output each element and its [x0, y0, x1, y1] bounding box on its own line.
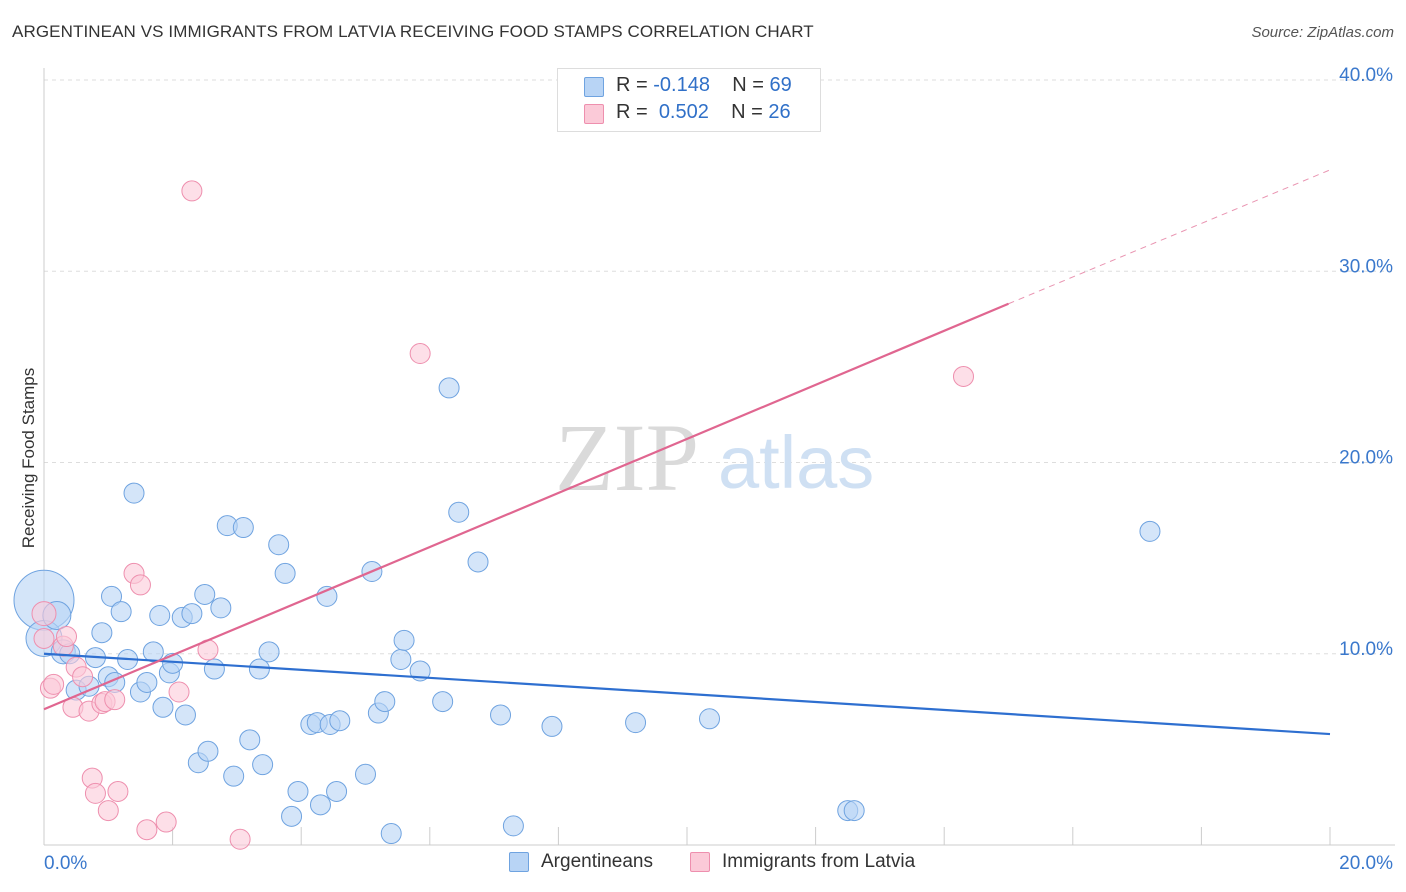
- point-argentineans: [541, 715, 563, 737]
- trend-lines: [43, 169, 1331, 736]
- point-latvia: [181, 180, 203, 202]
- point-argentineans: [1139, 520, 1161, 542]
- point-latvia: [31, 601, 57, 627]
- point-argentineans: [232, 517, 254, 539]
- point-argentineans: [309, 794, 331, 816]
- point-argentineans: [149, 605, 171, 626]
- point-argentineans: [502, 815, 524, 837]
- legend-r-value: 0.502: [658, 101, 709, 123]
- point-latvia: [129, 574, 151, 596]
- point-argentineans: [448, 501, 470, 523]
- grid-lines: [44, 79, 1395, 655]
- point-argentineans: [329, 710, 351, 732]
- y-axis-label: Receiving Food Stamps: [19, 368, 38, 548]
- point-argentineans: [152, 696, 174, 718]
- point-argentineans: [393, 629, 415, 651]
- point-argentineans: [438, 377, 460, 399]
- point-argentineans: [123, 482, 145, 504]
- legend-r-label: R =: [616, 74, 648, 96]
- correlation-legend: R = -0.148 N = 69 R = 0.502 N = 26: [557, 68, 821, 132]
- point-argentineans: [252, 754, 274, 776]
- point-argentineans: [490, 704, 512, 726]
- point-argentineans: [274, 562, 296, 584]
- legend-n-value: 26: [768, 101, 791, 123]
- point-argentineans: [197, 740, 219, 762]
- point-argentineans: [625, 712, 647, 734]
- y-tick-label: 40.0%: [1339, 65, 1393, 86]
- legend-n-label: N =: [731, 101, 763, 123]
- point-latvia: [155, 811, 177, 833]
- bottom-legend-label: Argentineans: [541, 851, 653, 872]
- point-argentineans: [91, 622, 113, 644]
- point-argentineans: [287, 780, 309, 802]
- point-argentineans: [374, 691, 396, 713]
- point-latvia: [952, 365, 974, 387]
- tick-labels: 10.0% 20.0% 30.0% 40.0% 0.0% 20.0%: [44, 65, 1393, 874]
- point-latvia: [168, 681, 190, 703]
- point-latvia: [84, 782, 106, 804]
- trend-line-argentineans: [43, 652, 1331, 736]
- watermark-atlas: atlas: [718, 421, 874, 504]
- point-latvia: [97, 800, 119, 822]
- bottom-legend-swatch-argentineans: [509, 852, 529, 872]
- point-latvia: [72, 666, 94, 688]
- point-argentineans: [281, 805, 303, 827]
- point-argentineans: [699, 708, 721, 730]
- point-argentineans: [101, 585, 123, 607]
- point-argentineans: [843, 800, 865, 822]
- point-argentineans: [467, 551, 489, 573]
- point-latvia: [107, 780, 129, 802]
- point-argentineans: [355, 763, 376, 785]
- point-argentineans: [136, 671, 158, 693]
- y-tick-label: 30.0%: [1339, 256, 1393, 277]
- point-latvia: [33, 627, 55, 649]
- point-argentineans: [326, 780, 348, 802]
- y-tick-label: 20.0%: [1339, 448, 1393, 469]
- legend-r-value: -0.148: [653, 74, 710, 96]
- watermark: ZIP atlas: [555, 404, 874, 511]
- trend-line-latvia: [43, 302, 1009, 711]
- bottom-legend-label: Immigrants from Latvia: [722, 851, 916, 872]
- point-argentineans: [223, 765, 245, 787]
- trend-line-latvia-extension: [1008, 169, 1331, 305]
- point-latvia: [56, 626, 78, 648]
- legend-r-label: R =: [616, 101, 648, 123]
- point-argentineans: [268, 534, 290, 556]
- point-argentineans: [194, 583, 216, 605]
- point-argentineans: [174, 704, 196, 726]
- point-argentineans: [181, 603, 203, 625]
- x-tick-label: 20.0%: [1339, 853, 1393, 874]
- y-tick-label: 10.0%: [1339, 639, 1393, 660]
- watermark-zip: ZIP: [555, 404, 699, 511]
- chart-title: ARGENTINEAN VS IMMIGRANTS FROM LATVIA RE…: [12, 22, 814, 41]
- source-label: Source: ZipAtlas.com: [1251, 24, 1394, 41]
- point-latvia: [43, 673, 65, 695]
- point-argentineans: [210, 597, 232, 619]
- legend-swatch-argentineans: [584, 77, 604, 97]
- point-argentineans: [432, 691, 454, 713]
- point-latvia: [409, 342, 431, 364]
- point-argentineans: [203, 658, 225, 680]
- legend-n-value: 69: [769, 74, 792, 96]
- point-argentineans: [239, 729, 261, 751]
- axes: [43, 68, 1395, 846]
- point-latvia: [229, 828, 251, 850]
- x-tick-label: 0.0%: [44, 853, 87, 874]
- legend-swatch-latvia: [584, 104, 604, 124]
- point-argentineans: [380, 823, 402, 845]
- point-argentineans: [258, 641, 280, 663]
- point-argentineans: [142, 641, 164, 663]
- point-argentineans: [248, 658, 270, 680]
- point-latvia: [104, 689, 126, 711]
- point-argentineans: [110, 601, 132, 623]
- point-argentineans: [390, 648, 412, 670]
- data-points: [13, 180, 1161, 850]
- legend-n-label: N =: [732, 74, 764, 96]
- point-latvia: [136, 819, 158, 841]
- bottom-legend-swatch-latvia: [690, 852, 710, 872]
